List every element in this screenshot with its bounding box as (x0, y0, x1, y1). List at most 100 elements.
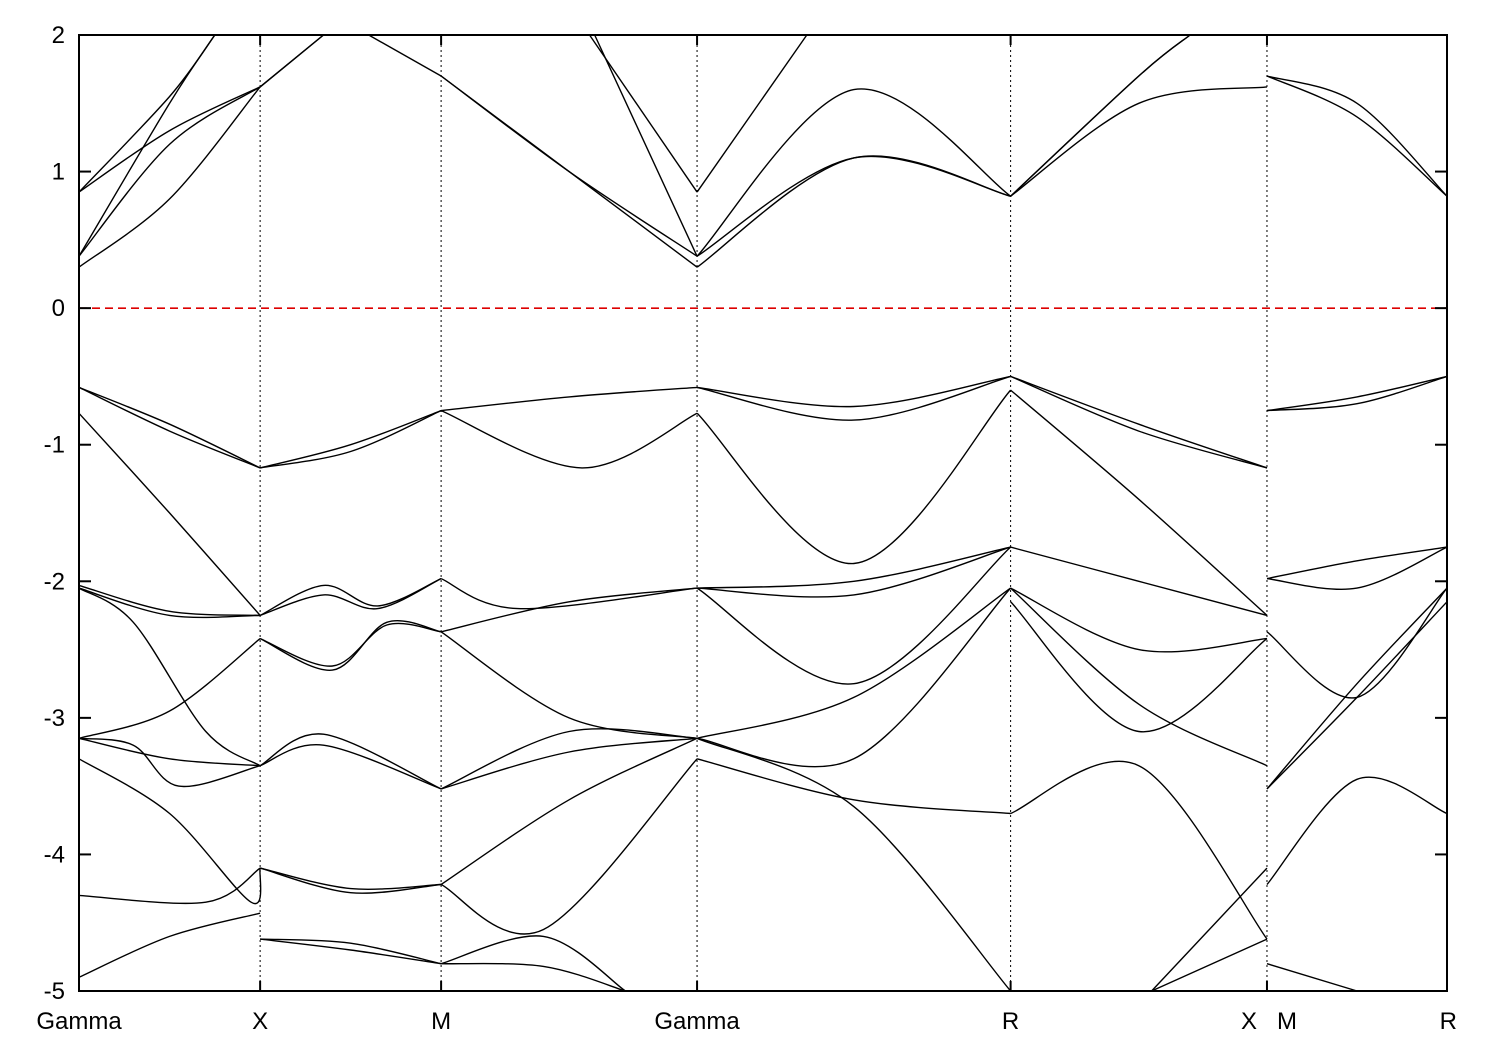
band-line (440, 728, 698, 790)
band-line (697, 587, 1012, 768)
band-line (1010, 587, 1268, 653)
y-tick-label: 1 (52, 159, 65, 186)
band-line (368, 34, 442, 77)
band-line (78, 867, 261, 905)
band-line (78, 587, 261, 619)
band-line (259, 577, 442, 617)
band-line (1266, 963, 1358, 992)
y-tick-label: -1 (44, 432, 65, 459)
band-line (440, 737, 698, 886)
band-line (440, 577, 698, 610)
band-line (1010, 34, 1191, 197)
band-lines (78, 34, 1448, 992)
band-line (440, 758, 698, 935)
band-line (259, 867, 442, 894)
x-kpoint-label: Gamma (36, 1008, 122, 1035)
band-line (1151, 867, 1268, 992)
band-line (78, 638, 261, 739)
band-line (259, 577, 442, 617)
band-line (1266, 75, 1448, 197)
band-line (1266, 587, 1448, 790)
band-line (594, 34, 698, 257)
band-line (78, 587, 261, 767)
band-line (441, 386, 698, 412)
band-line (588, 34, 698, 193)
band-line (1010, 86, 1268, 197)
band-line (78, 386, 261, 469)
band-line (259, 34, 324, 88)
band-line (440, 737, 698, 790)
x-kpoint-label: X (252, 1008, 268, 1035)
x-kpoint-label: R (1440, 1008, 1457, 1035)
band-line (440, 935, 626, 992)
band-line (696, 155, 1011, 257)
band-line (78, 758, 262, 905)
band-line (259, 409, 442, 469)
band-line (1266, 587, 1448, 699)
band-line (1266, 75, 1448, 197)
band-line (697, 375, 1011, 408)
band-line (259, 733, 442, 790)
band-line (259, 409, 442, 469)
band-line (78, 912, 261, 978)
band-line (260, 938, 442, 965)
band-line (78, 386, 261, 469)
band-line (259, 620, 442, 671)
y-tick-label: 2 (52, 22, 65, 49)
band-line (78, 86, 261, 268)
band-line (78, 584, 261, 617)
band-line (1010, 389, 1268, 616)
band-line (696, 737, 1012, 992)
band-line (1010, 375, 1268, 469)
band-line (696, 34, 808, 193)
band-line (78, 737, 261, 788)
y-tick-label: -3 (44, 705, 65, 732)
band-line (1010, 760, 1268, 940)
band-line (696, 546, 1012, 685)
band-line (696, 758, 1011, 815)
band-line (1266, 546, 1448, 590)
band-line (78, 86, 261, 257)
y-tick-label: 0 (52, 295, 65, 322)
band-line (440, 587, 698, 633)
band-line (259, 622, 442, 667)
x-kpoint-label: X (1241, 1008, 1257, 1035)
band-line (78, 412, 261, 616)
band-line (441, 962, 626, 992)
y-tick-label: -2 (44, 568, 65, 595)
y-tick-label: -5 (44, 978, 65, 1005)
band-line (1266, 546, 1448, 580)
band-line (440, 631, 698, 739)
band-line (697, 546, 1011, 589)
x-axis-kpoint-labels: Gamma X M Gamma R X M R (36, 1008, 1457, 1035)
x-kpoint-label: Gamma (654, 1008, 740, 1035)
band-line (259, 744, 442, 790)
band-line (259, 867, 442, 890)
x-kpoint-label: M (431, 1008, 451, 1035)
band-line (1266, 375, 1448, 412)
band-line (1266, 776, 1448, 885)
x-kpoint-label: M (1277, 1008, 1297, 1035)
band-line (1010, 587, 1268, 767)
y-tick-label: -4 (44, 841, 65, 868)
band-line (78, 86, 261, 193)
band-line (440, 409, 698, 469)
kpoint-grid-lines (259, 35, 1268, 991)
band-line (1010, 546, 1268, 617)
band-line (697, 546, 1011, 598)
band-line (260, 938, 442, 965)
x-kpoint-label: R (1002, 1008, 1019, 1035)
band-line (1151, 938, 1268, 992)
band-line (78, 737, 261, 767)
band-line (696, 375, 1011, 421)
band-line (696, 389, 1012, 565)
band-line (440, 75, 698, 257)
band-line (696, 88, 1011, 257)
band-line (1010, 601, 1268, 733)
band-line (1266, 375, 1448, 412)
plot-frame (78, 34, 1448, 992)
band-line (78, 34, 216, 193)
band-line (696, 587, 1012, 739)
